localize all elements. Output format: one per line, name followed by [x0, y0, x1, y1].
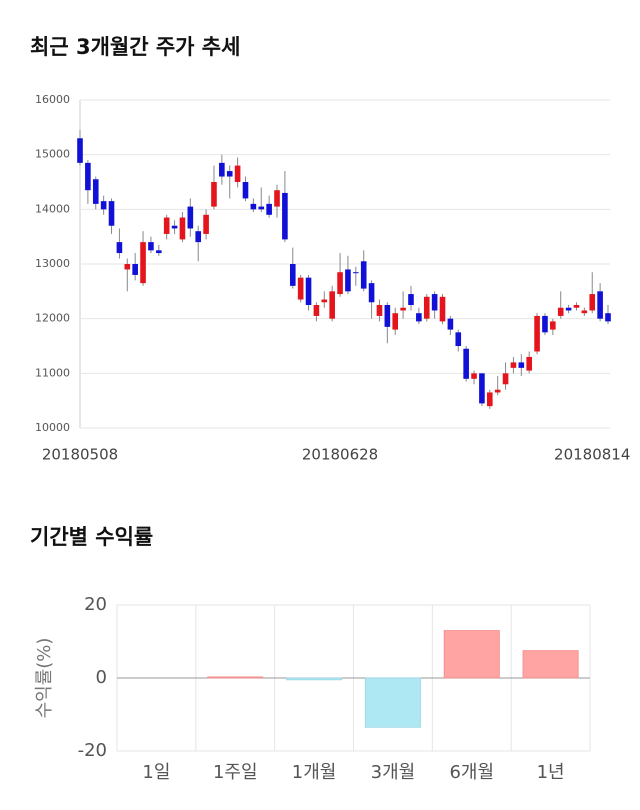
- candle-body: [510, 362, 517, 368]
- x-tick-label: 1개월: [292, 762, 337, 783]
- candle-body: [242, 182, 249, 199]
- chart-title: 기간별 수익률: [30, 525, 153, 549]
- candle-body: [92, 179, 99, 204]
- candle-body: [329, 291, 335, 319]
- candle-body: [226, 171, 233, 177]
- bar: [207, 676, 264, 679]
- candle-body: [550, 321, 556, 330]
- candle-body: [534, 315, 540, 352]
- candle-body: [455, 332, 462, 346]
- candle-body: [203, 214, 209, 234]
- x-tick-label: 1주일: [213, 762, 258, 783]
- y-tick-label: 12000: [35, 312, 70, 325]
- candle-body: [85, 162, 91, 191]
- candle-body: [289, 264, 296, 286]
- x-tick-label: 20180814: [554, 446, 630, 464]
- x-tick-label: 6개월: [449, 762, 494, 783]
- candle-body: [337, 272, 343, 295]
- candle-body: [305, 277, 312, 305]
- candle-body: [124, 264, 131, 270]
- x-tick-label: 20180628: [302, 446, 378, 464]
- candle-body: [573, 305, 580, 308]
- candle-body: [423, 296, 430, 319]
- y-tick-label: 11000: [35, 366, 70, 379]
- candle-body: [400, 307, 406, 311]
- candle-body: [581, 310, 588, 314]
- candle-body: [266, 203, 272, 215]
- candle-body: [282, 192, 288, 240]
- candle-body: [605, 313, 611, 322]
- candle-body: [100, 201, 107, 210]
- candle-body: [597, 291, 603, 319]
- candle-body: [274, 190, 280, 207]
- candle-body: [163, 217, 170, 234]
- bar: [286, 677, 343, 681]
- candle-body: [439, 296, 446, 322]
- candle-body: [211, 182, 217, 207]
- x-tick-label: 1년: [537, 762, 565, 783]
- y-tick-label: 13000: [35, 257, 70, 270]
- candle-body: [518, 362, 525, 368]
- candle-body: [360, 261, 367, 289]
- candle-body: [234, 165, 241, 182]
- candle-body: [116, 242, 123, 254]
- candle-body: [502, 373, 509, 385]
- bar: [522, 650, 579, 679]
- candle-body: [526, 356, 532, 371]
- y-tick-label: 0: [96, 667, 107, 688]
- candle-body: [219, 162, 225, 177]
- y-axis-label: 수익률(%): [34, 638, 55, 719]
- candle-body: [542, 315, 548, 333]
- candle-body: [384, 305, 391, 327]
- candle-body: [77, 138, 83, 163]
- y-tick-label: 14000: [35, 202, 70, 215]
- chart-title: 최근 3개월간 주가 추세: [30, 35, 240, 59]
- candle-body: [471, 373, 477, 379]
- candle-body: [132, 264, 138, 275]
- candle-body: [392, 313, 399, 330]
- candle-body: [156, 250, 162, 254]
- candle-body: [408, 294, 414, 305]
- candle-body: [353, 272, 359, 274]
- x-tick-label: 1일: [142, 762, 170, 783]
- candle-body: [195, 231, 202, 243]
- candle-body: [321, 299, 328, 303]
- candle-body: [148, 242, 154, 251]
- candle-body: [179, 217, 186, 240]
- bar: [364, 677, 421, 728]
- x-tick-label: 3개월: [371, 762, 416, 783]
- bar: [443, 630, 500, 679]
- candle-body: [376, 305, 383, 316]
- candle-body: [108, 201, 115, 226]
- candle-body: [494, 389, 501, 393]
- candle-body: [589, 294, 596, 311]
- y-tick-label: 10000: [35, 421, 70, 434]
- candle-body: [250, 203, 257, 210]
- candle-body: [187, 206, 194, 229]
- candle-body: [565, 307, 572, 311]
- candle-body: [297, 277, 304, 300]
- x-tick-label: 20180508: [42, 446, 118, 464]
- candle-body: [463, 348, 469, 379]
- y-tick-label: 15000: [35, 148, 70, 161]
- candle-body: [416, 313, 422, 322]
- y-tick-label: 20: [84, 594, 107, 615]
- candle-body: [171, 225, 178, 229]
- candle-body: [313, 305, 320, 316]
- candle-body: [368, 283, 375, 303]
- candle-body: [140, 242, 146, 284]
- candle-body: [431, 294, 438, 311]
- candle-body: [557, 307, 564, 316]
- candle-body: [486, 392, 493, 407]
- candle-body: [345, 269, 351, 292]
- candle-body: [479, 373, 485, 404]
- y-tick-label: -20: [78, 740, 107, 761]
- candle-body: [447, 318, 454, 330]
- y-tick-label: 16000: [35, 93, 70, 106]
- candle-body: [258, 206, 265, 210]
